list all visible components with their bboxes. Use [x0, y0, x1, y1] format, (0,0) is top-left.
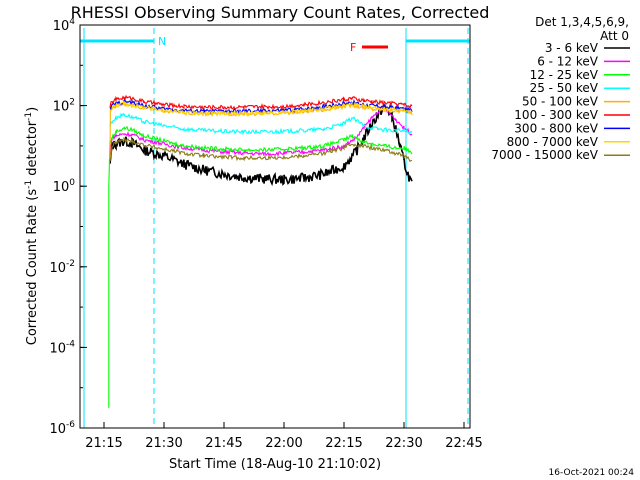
x-tick-label: 22:45	[445, 436, 482, 451]
y-axis-label-end: )	[25, 107, 40, 112]
series-line	[109, 104, 413, 187]
y-tick-label: 10-2	[49, 259, 75, 276]
legend-label: 25 - 50 keV	[530, 81, 599, 95]
legend-label: 800 - 7000 keV	[507, 135, 599, 149]
series-line	[109, 101, 413, 118]
y-tick-label: 100	[53, 178, 76, 195]
x-tick-label: 22:30	[385, 436, 422, 451]
series-line	[109, 136, 413, 163]
legend-label: 12 - 25 keV	[530, 68, 599, 82]
y-tick-label: 10-6	[49, 420, 75, 437]
legend-label: 7000 - 15000 keV	[491, 148, 598, 162]
legend-label: 6 - 12 keV	[537, 54, 599, 68]
y-axis-label: Corrected Count Rate (s-1 detector-1)	[24, 107, 40, 345]
chart-title: RHESSI Observing Summary Count Rates, Co…	[71, 3, 490, 22]
x-tick-label: 21:45	[205, 436, 242, 451]
legend-title-line1: Det 1,3,4,5,6,9,	[535, 15, 629, 29]
x-tick-label: 22:15	[325, 436, 362, 451]
legend-label: 3 - 6 keV	[545, 41, 599, 55]
series-line	[108, 125, 413, 408]
x-tick-label: 22:00	[265, 436, 302, 451]
y-axis-label-sup1: -1	[24, 180, 34, 189]
legend-label: 50 - 100 keV	[522, 95, 599, 109]
y-tick-label: 102	[53, 98, 75, 115]
series-line	[109, 112, 413, 136]
y-axis-label-main: Corrected Count Rate (s	[25, 189, 40, 346]
legend-title-line2: Att 0	[600, 29, 629, 43]
night-bar-label: N	[158, 35, 166, 48]
timestamp: 16-Oct-2021 00:24	[549, 468, 635, 478]
y-tick-label: 104	[53, 17, 76, 34]
x-tick-label: 21:30	[145, 436, 182, 451]
series-line	[109, 106, 413, 158]
x-tick-label: 21:15	[85, 436, 122, 451]
y-tick-label: 10-4	[49, 339, 75, 356]
y-axis-label-mid: detector	[25, 120, 40, 180]
flare-bar-label: F	[350, 41, 356, 54]
x-axis-label: Start Time (18-Aug-10 21:10:02)	[169, 457, 381, 472]
series-line	[109, 94, 413, 111]
legend-label: 300 - 800 keV	[514, 121, 598, 135]
legend-label: 100 - 300 keV	[514, 108, 598, 122]
plot-frame	[79, 24, 471, 429]
y-axis-label-sup2: -1	[24, 112, 34, 121]
